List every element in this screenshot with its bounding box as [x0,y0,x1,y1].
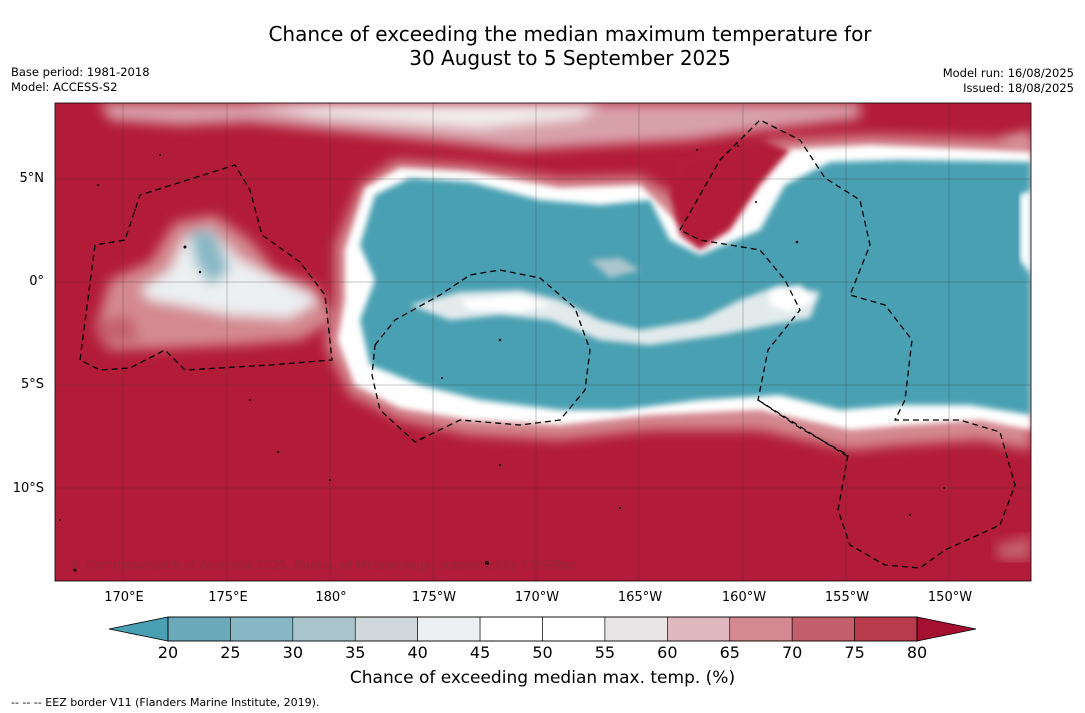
colorbar-title: Chance of exceeding median max. temp. (%… [349,668,736,688]
colorbar-label: 60 [657,643,678,662]
inner-white-streak [410,258,820,345]
colorbar-label: 50 [532,643,553,662]
y-tick-5n: 5°N [19,171,45,186]
colorbar-label: 20 [157,643,179,662]
colorbar-box [854,616,918,642]
x-tick-180: 180° [315,590,347,605]
x-tick-175w: 175°W [411,590,457,605]
chart-title: Chance of exceeding the median maximum t… [0,22,1085,70]
x-tick-160w: 160°W [721,590,767,605]
y-tick-0: 0° [29,274,44,289]
colorbar-label: 25 [220,643,241,662]
x-tick-155w: 155°W [824,590,870,605]
colorbar-boxes [167,616,918,642]
title-line-2: 30 August to 5 September 2025 [409,46,731,70]
islands [59,145,945,572]
copyright-credit: © Commonwealth of Australia 2025, Bureau… [70,558,576,572]
colorbar-box [292,616,356,642]
x-tick-150w: 150°W [927,590,973,605]
colorbar-label: 55 [594,643,616,662]
colorbar-label: 70 [781,643,803,662]
map-frame [54,102,1032,582]
colorbar-label: 40 [407,643,428,662]
colorbar [108,616,977,642]
west-anomaly [95,215,335,350]
colorbar-label: 45 [469,643,491,662]
colorbar-box [354,616,418,642]
colorbar-box [667,616,731,642]
base-period: Base period: 1981-2018 [11,65,150,79]
model-run: Model run: 16/08/2025 [942,66,1074,80]
map-field [55,103,1031,581]
colorbar-box [542,616,606,642]
colorbar-frame [167,616,918,642]
colorbar-box [417,616,481,642]
east-edge-white [1020,190,1031,275]
colorbar-box [479,616,543,642]
colorbar-label: 75 [844,643,865,662]
model-info-left: Base period: 1981-2018 Model: ACCESS-S2 [11,65,150,95]
x-tick-170e: 170°E [104,590,144,605]
x-tick-165w: 165°W [617,590,663,605]
colorbar-label: 35 [345,643,366,662]
graticule [55,103,1031,581]
south-pink-spot [995,535,1031,560]
colorbar-box [791,616,855,642]
eez-legend-note: -- -- -- EEZ border V11 (Flanders Marine… [11,696,320,709]
colorbar-box [230,616,294,642]
y-tick-5s: 5°S [20,377,44,392]
eez-borders [79,119,1016,569]
colorbar-box [729,616,793,642]
colorbar-box [604,616,668,642]
colorbar-min-arrow [108,616,169,642]
north-red-intrusion [670,140,790,250]
title-line-1: Chance of exceeding the median maximum t… [268,22,872,46]
colorbar-box [167,616,231,642]
colorbar-label: 80 [906,643,928,662]
cool-anomaly [360,160,1031,415]
y-tick-10s: 10°S [12,481,44,496]
colorbar-max-arrow [916,616,977,642]
x-tick-170w: 170°W [514,590,560,605]
model-info-right: Model run: 16/08/2025 Issued: 18/08/2025 [943,66,1074,96]
x-tick-175e: 175°E [208,590,248,605]
colorbar-label: 30 [282,643,303,662]
issued-date: Issued: 18/08/2025 [963,81,1074,95]
colorbar-label: 65 [719,643,740,662]
model-name: Model: ACCESS-S2 [11,80,118,94]
